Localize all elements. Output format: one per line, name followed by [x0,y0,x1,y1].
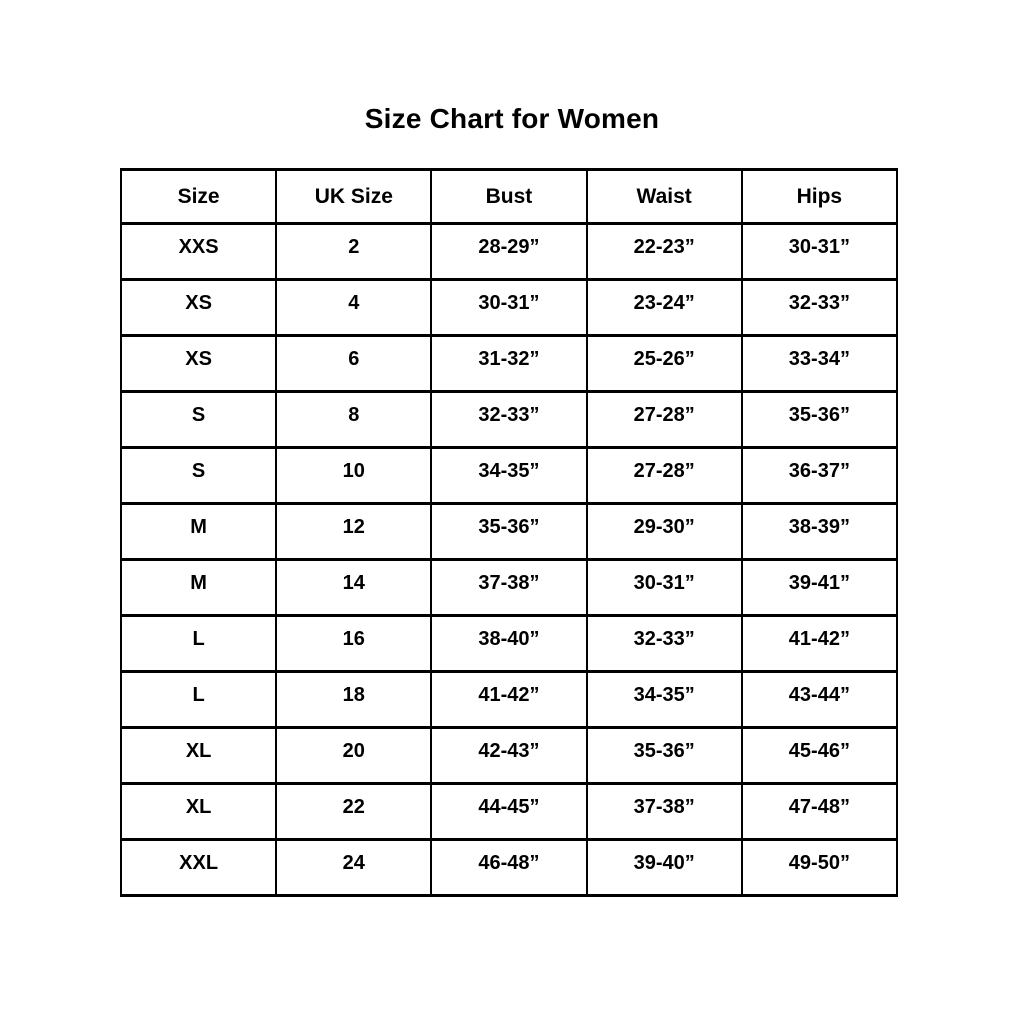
table-cell-uk-size: 22 [275,782,433,841]
table-cell-bust: 38-40” [430,614,588,673]
table-cell-uk-size: 20 [275,726,433,785]
table-cell-uk-size: 2 [275,222,433,281]
table-cell-waist: 32-33” [585,614,743,673]
table-cell-hips: 38-39” [740,502,899,561]
table-cell-waist: 25-26” [585,334,743,393]
size-table-body: XXS 2 28-29” 22-23” 30-31” XS 4 30-31” 23-24” 32-… [119,222,899,897]
table-cell-hips: 33-34” [740,334,899,393]
table-cell-waist: 29-30” [585,502,743,561]
table-cell-bust: 42-43” [430,726,588,785]
table-row: M 14 37-38” 30-31” 39-41” [119,558,899,617]
table-cell-hips: 39-41” [740,558,899,617]
table-cell-size: M [119,558,278,617]
table-cell-waist: 22-23” [585,222,743,281]
table-cell-uk-size: 18 [275,670,433,729]
table-cell-waist: 27-28” [585,446,743,505]
column-header-hips: Hips [740,168,899,225]
size-chart-table: Size UK Size Bust Waist Hips XXS 2 28-29” 22-23… [119,168,899,897]
table-cell-uk-size: 24 [275,838,433,897]
table-row: XXS 2 28-29” 22-23” 30-31” [119,222,899,281]
table-cell-hips: 30-31” [740,222,899,281]
table-cell-hips: 35-36” [740,390,899,449]
table-cell-bust: 35-36” [430,502,588,561]
table-cell-waist: 37-38” [585,782,743,841]
table-cell-bust: 31-32” [430,334,588,393]
table-row: L 16 38-40” 32-33” 41-42” [119,614,899,673]
table-cell-hips: 41-42” [740,614,899,673]
table-cell-hips: 32-33” [740,278,899,337]
table-cell-uk-size: 14 [275,558,433,617]
table-cell-uk-size: 10 [275,446,433,505]
table-row: L 18 41-42” 34-35” 43-44” [119,670,899,729]
table-cell-size: M [119,502,278,561]
table-cell-hips: 47-48” [740,782,899,841]
table-cell-waist: 27-28” [585,390,743,449]
column-header-uk-size: UK Size [275,168,433,225]
column-header-waist: Waist [585,168,743,225]
table-cell-size: XL [119,782,278,841]
table-cell-waist: 39-40” [585,838,743,897]
table-cell-bust: 28-29” [430,222,588,281]
table-cell-bust: 41-42” [430,670,588,729]
table-row: S 8 32-33” 27-28” 35-36” [119,390,899,449]
page-title: Size Chart for Women [364,103,660,134]
table-cell-uk-size: 8 [275,390,433,449]
table-cell-hips: 36-37” [740,446,899,505]
table-row: M 12 35-36” 29-30” 38-39” [119,502,899,561]
table-row: S 10 34-35” 27-28” 36-37” [119,446,899,505]
table-cell-bust: 37-38” [430,558,588,617]
table-cell-size: XS [119,278,278,337]
table-cell-waist: 23-24” [585,278,743,337]
table-row: XL 20 42-43” 35-36” 45-46” [119,726,899,785]
table-cell-bust: 30-31” [430,278,588,337]
table-cell-bust: 34-35” [430,446,588,505]
size-table-head: Size UK Size Bust Waist Hips [119,168,899,225]
table-cell-bust: 46-48” [430,838,588,897]
table-cell-size: XXS [119,222,278,281]
table-cell-uk-size: 4 [275,278,433,337]
table-row: XL 22 44-45” 37-38” 47-48” [119,782,899,841]
table-cell-waist: 30-31” [585,558,743,617]
table-cell-uk-size: 16 [275,614,433,673]
table-cell-size: XL [119,726,278,785]
table-cell-bust: 32-33” [430,390,588,449]
table-cell-uk-size: 12 [275,502,433,561]
table-cell-bust: 44-45” [430,782,588,841]
table-cell-size: XS [119,334,278,393]
table-row: XXL 24 46-48” 39-40” 49-50” [119,838,899,897]
size-table-header-row: Size UK Size Bust Waist Hips [119,168,899,225]
table-row: XS 6 31-32” 25-26” 33-34” [119,334,899,393]
table-cell-size: S [119,446,278,505]
table-cell-waist: 34-35” [585,670,743,729]
table-cell-hips: 45-46” [740,726,899,785]
column-header-size: Size [119,168,278,225]
table-row: XS 4 30-31” 23-24” 32-33” [119,278,899,337]
table-cell-size: L [119,614,278,673]
table-cell-uk-size: 6 [275,334,433,393]
table-cell-size: S [119,390,278,449]
table-cell-hips: 43-44” [740,670,899,729]
table-cell-size: L [119,670,278,729]
table-cell-hips: 49-50” [740,838,899,897]
table-cell-waist: 35-36” [585,726,743,785]
column-header-bust: Bust [430,168,588,225]
table-cell-size: XXL [119,838,278,897]
